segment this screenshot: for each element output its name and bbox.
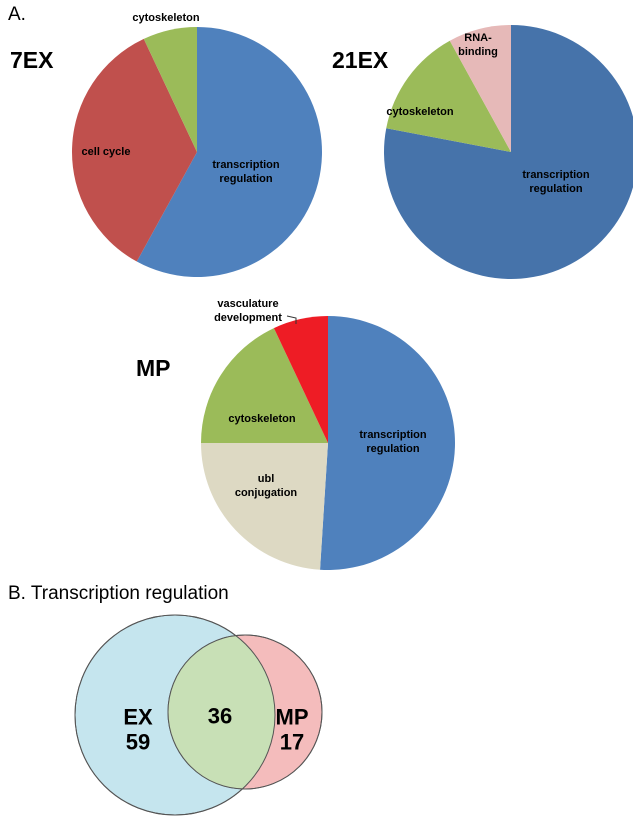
- venn-set-name: MP: [275, 704, 309, 730]
- slice-label: cytoskeleton: [386, 106, 454, 118]
- pie-slice: [449, 25, 511, 152]
- pie-slice: [386, 40, 511, 152]
- venn-intersection-count: 36: [207, 703, 233, 729]
- slice-label: cytoskeleton: [132, 12, 200, 24]
- slice-label: vasculature development: [214, 298, 282, 324]
- pie-slice: [320, 316, 456, 570]
- pie-slice: [72, 38, 197, 262]
- pie-slice: [273, 316, 328, 443]
- pie-title: MP: [136, 355, 171, 381]
- pie-slice: [201, 328, 328, 443]
- pie-slice: [201, 443, 328, 570]
- slice-label: cell cycle: [81, 146, 131, 158]
- panel-label: A.: [8, 4, 26, 25]
- pie-title: 7EX: [10, 47, 54, 73]
- venn-set-count: 59: [125, 729, 151, 755]
- slice-label: transcription regulation: [359, 429, 427, 455]
- slice-label: RNA-binding: [458, 32, 498, 58]
- venn-set-name: EX: [123, 704, 153, 730]
- venn-set-count: 17: [279, 729, 305, 755]
- venn-overlap: [168, 635, 275, 789]
- venn-outline: [167, 634, 323, 790]
- slice-label: transcription regulation: [212, 159, 280, 185]
- leader-line: [286, 315, 297, 324]
- panel-title: B. Transcription regulation: [8, 583, 229, 604]
- slice-label: transcription regulation: [522, 169, 590, 195]
- pie-slice: [384, 25, 633, 279]
- pie-title: 21EX: [332, 47, 389, 73]
- slice-label: ubl conjugation: [234, 473, 298, 499]
- pie-slice: [143, 27, 197, 152]
- venn-outline: [74, 614, 276, 816]
- pie-slice: [136, 27, 322, 277]
- slice-label: cytoskeleton: [228, 413, 296, 425]
